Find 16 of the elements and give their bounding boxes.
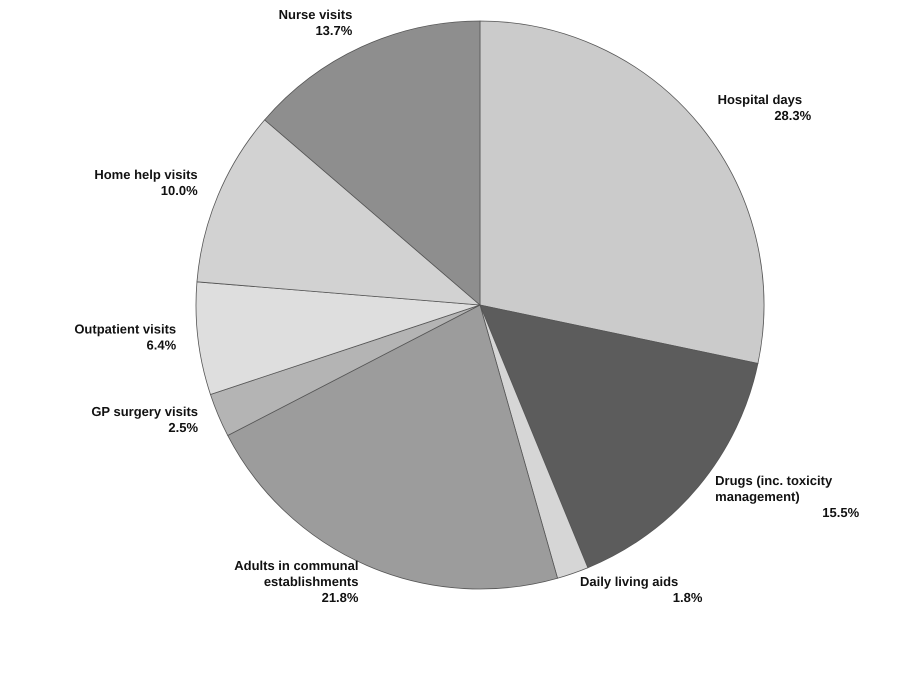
data-label: 2.5% bbox=[168, 420, 198, 435]
data-label: 15.5% bbox=[822, 504, 860, 520]
slice-label: GP surgery visits bbox=[91, 404, 198, 419]
slice-label: Nurse visits bbox=[278, 6, 352, 22]
slice-label: Home help visits bbox=[94, 167, 198, 182]
data-label: 13.7% bbox=[315, 22, 353, 38]
data-label: 6.4% bbox=[146, 337, 177, 352]
slice-label: Outpatient visits bbox=[74, 321, 176, 336]
data-label: 21.8% bbox=[322, 590, 359, 605]
slice-label: Hospital days bbox=[718, 92, 802, 108]
data-label: 1.8% bbox=[672, 590, 703, 606]
slice-label: Daily living aids bbox=[580, 574, 678, 590]
data-label: 10.0% bbox=[160, 183, 198, 198]
data-label: 28.3% bbox=[774, 108, 812, 124]
slice-label: Adults in communal establishments bbox=[234, 558, 358, 589]
slice-label: Drugs (inc. toxicity management) bbox=[715, 472, 833, 504]
